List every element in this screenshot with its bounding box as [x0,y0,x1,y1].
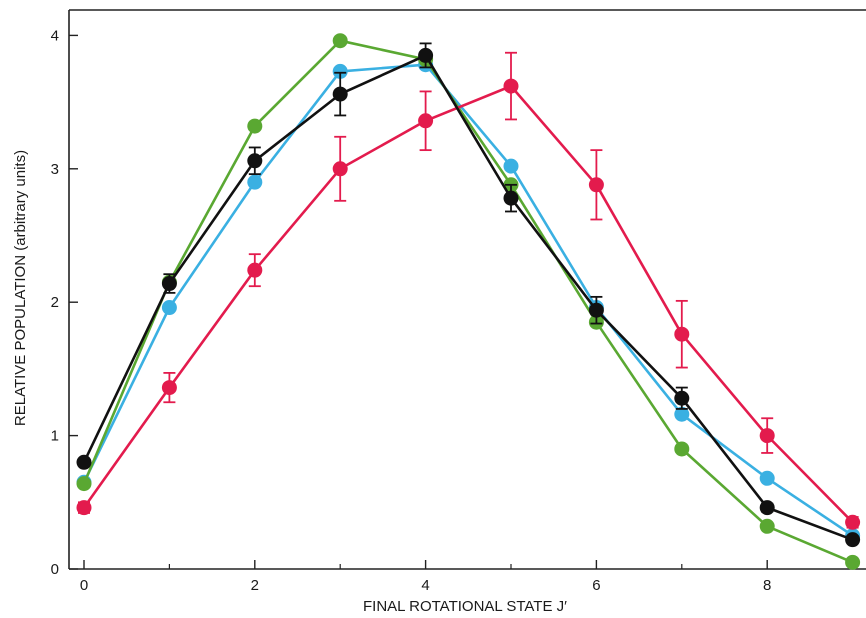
data-point [247,174,263,190]
data-point [161,300,177,316]
plot-frame [68,9,866,570]
series-line [82,54,854,541]
x-tick-labels: 0 2 4 6 8 [80,577,772,594]
x-axis-title: FINAL ROTATIONAL STATE J′ [363,598,567,615]
series-2 [76,33,861,570]
series-1 [76,57,861,544]
data-point [845,532,861,548]
data-point [759,500,775,516]
data-point [247,153,263,169]
data-point [332,86,348,102]
y-tick-label: 2 [51,294,59,311]
data-point [845,514,861,530]
x-tick-label: 2 [251,577,259,594]
data-point [674,390,690,406]
series-4 [76,42,861,548]
data-point [674,406,690,422]
y-tick-label: 0 [51,561,59,578]
data-point [759,470,775,486]
series-3 [76,51,861,530]
data-point [674,441,690,457]
data-point [845,554,861,570]
data-point [588,302,604,318]
y-tick-label: 4 [51,27,59,44]
y-tick-label: 1 [51,428,59,445]
data-point [503,190,519,206]
data-point [503,78,519,94]
x-tick-label: 4 [421,577,429,594]
data-point [161,276,177,292]
x-tick-label: 0 [80,577,88,594]
data-point [332,63,348,79]
data-point [76,476,92,492]
y-tick-labels: 0 1 2 3 4 [51,27,59,578]
data-point [588,177,604,193]
data-point [759,428,775,444]
x-tick-label: 6 [592,577,600,594]
data-point [247,262,263,278]
series-line [82,39,854,564]
y-tick-label: 3 [51,161,59,178]
series-line [82,63,854,537]
y-axis-title: RELATIVE POPULATION (arbitrary units) [12,150,29,426]
data-point [332,33,348,49]
x-tick-label: 8 [763,577,771,594]
data-point [247,118,263,134]
data-point [503,158,519,174]
data-point [161,380,177,396]
data-point [418,113,434,129]
series-line [82,84,854,524]
data-point [76,454,92,470]
data-point [76,500,92,516]
data-point [759,518,775,534]
data-point [332,161,348,177]
series-layer [76,33,861,570]
data-point [674,326,690,342]
data-point [418,47,434,63]
